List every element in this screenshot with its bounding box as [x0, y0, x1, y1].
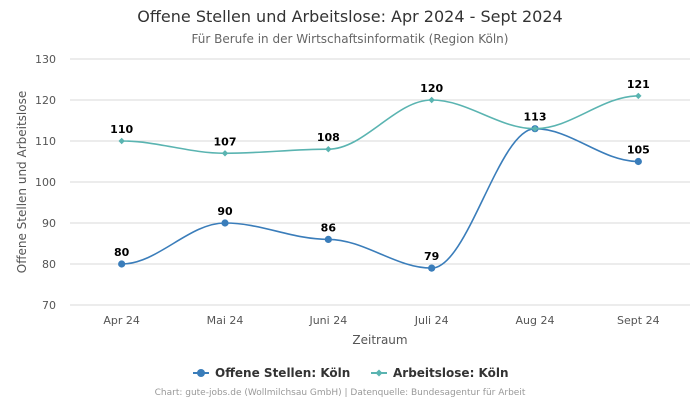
- gridlines: [70, 58, 690, 306]
- data-point: [118, 260, 126, 268]
- legend-label: Arbeitslose: Köln: [393, 366, 509, 380]
- x-axis-ticks: Apr 24 Mai 24 Juni 24 Juli 24 Aug 24 Sept 24: [103, 314, 659, 327]
- data-point: [325, 146, 332, 153]
- data-label: 113: [524, 111, 547, 124]
- y-tick-label: 100: [35, 176, 56, 189]
- x-tick-label: Juli 24: [414, 314, 449, 327]
- chart-title: Offene Stellen und Arbeitslose: Apr 2024…: [137, 7, 562, 26]
- data-label: 108: [317, 131, 340, 144]
- data-point: [324, 235, 332, 243]
- data-label: 90: [217, 205, 233, 218]
- data-label: 107: [214, 135, 237, 148]
- data-point: [118, 137, 125, 145]
- chart-subtitle: Für Berufe in der Wirtschaftsinformatik …: [192, 32, 509, 46]
- data-label: 80: [114, 246, 130, 259]
- y-axis-title: Offene Stellen und Arbeitslose: [15, 91, 29, 273]
- data-label: 121: [627, 78, 650, 91]
- x-tick-label: Mai 24: [207, 314, 244, 327]
- x-axis-title: Zeitraum: [352, 333, 407, 347]
- y-axis-ticks: 70 80 90 100 110 120 130: [35, 53, 56, 312]
- x-tick-label: Juni 24: [308, 314, 347, 327]
- x-tick-label: Apr 24: [103, 314, 140, 327]
- data-point: [635, 92, 642, 100]
- data-label: 86: [321, 221, 337, 234]
- legend: Offene Stellen: Köln Arbeitslose: Köln: [193, 366, 509, 380]
- legend-label: Offene Stellen: Köln: [215, 366, 350, 380]
- data-point: [531, 125, 539, 132]
- data-label: 79: [424, 250, 439, 263]
- legend-marker: [375, 369, 383, 377]
- data-label: 105: [627, 144, 650, 157]
- y-tick-label: 130: [35, 53, 56, 66]
- y-tick-label: 80: [42, 258, 56, 271]
- data-point: [221, 150, 229, 157]
- legend-marker: [197, 369, 205, 377]
- series-group: [118, 92, 642, 272]
- series-line: [121, 95, 639, 155]
- data-point: [221, 219, 229, 227]
- data-point: [634, 157, 642, 166]
- x-tick-label: Aug 24: [516, 314, 555, 327]
- data-label: 120: [420, 82, 443, 95]
- data-point: [428, 96, 435, 104]
- y-tick-label: 110: [35, 135, 56, 148]
- series-line: [121, 127, 639, 269]
- x-tick-label: Sept 24: [617, 314, 660, 327]
- chart-credit: Chart: gute-jobs.de (Wollmilchsau GmbH) …: [155, 388, 526, 398]
- y-tick-label: 70: [42, 299, 56, 312]
- data-label: 110: [110, 123, 133, 136]
- data-point: [428, 264, 436, 272]
- y-tick-label: 90: [42, 217, 56, 230]
- data-labels: 80 90 86 79 113 105 110 107 108 120 121: [110, 78, 650, 263]
- y-tick-label: 120: [35, 94, 56, 107]
